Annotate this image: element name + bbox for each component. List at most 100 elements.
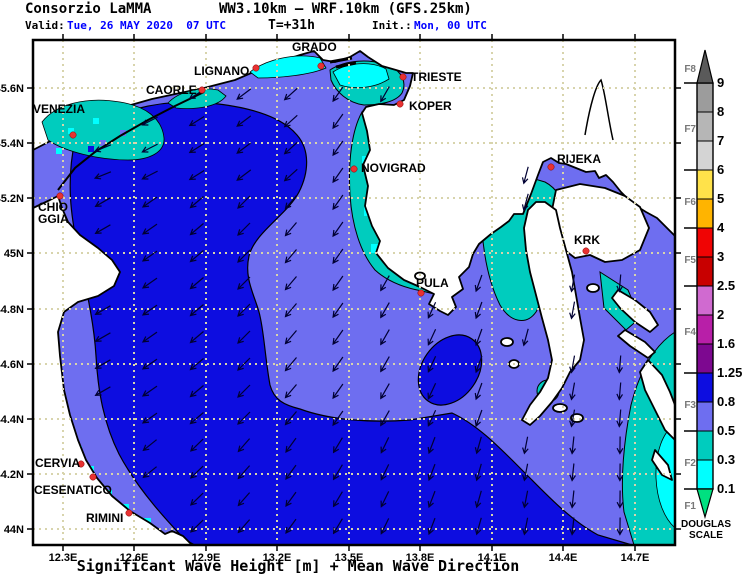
wave-arrow xyxy=(237,357,251,371)
wave-arrow xyxy=(141,277,158,289)
wave-arrow xyxy=(616,274,624,293)
lead-time: T=+31h xyxy=(268,18,315,33)
wave-arrow xyxy=(380,437,390,454)
wave-arrow xyxy=(380,329,390,346)
axis-labels: 45.6N 45.4N 45.2N 45N 44.8N 44.6N 44.4N 44.2N 44… xyxy=(0,83,649,564)
scale-top-arrow xyxy=(696,49,714,84)
lon-label: 14.1E xyxy=(478,552,507,564)
douglas-scale: 9 8 7 6 5 4 3 2.5 2 1.6 1.25 0.8 0.5 0.3 0.1 F8 F7 F6 F5 F4… xyxy=(684,64,742,512)
wave-arrow xyxy=(569,463,576,482)
city-dot xyxy=(396,100,404,108)
scale-force-label: F5 xyxy=(684,255,696,266)
islet-1 xyxy=(500,337,514,347)
wave-arrow xyxy=(569,436,576,455)
wave-arrow xyxy=(141,143,158,153)
scale-value: 4 xyxy=(717,220,725,235)
init-label: Init.: xyxy=(372,19,412,32)
wave-arrow xyxy=(236,169,252,181)
wave-arrow xyxy=(521,328,529,347)
landmass xyxy=(32,39,676,546)
wave-arrow xyxy=(522,490,529,509)
wave-arrow xyxy=(237,492,251,507)
city-dot xyxy=(582,247,590,255)
wave-arrow xyxy=(141,358,158,370)
city-dot xyxy=(77,460,85,468)
lat-label: 44.6N xyxy=(0,359,24,371)
wave-arrow xyxy=(237,276,251,290)
wave-arrow xyxy=(189,412,204,425)
wave-arrow xyxy=(94,224,111,234)
wave-arrow xyxy=(189,519,204,533)
wave-arrow xyxy=(189,465,204,479)
lon-label: 13.8E xyxy=(406,552,435,564)
lon-label: 12.6E xyxy=(120,552,149,564)
wave-arrow xyxy=(141,223,158,235)
scale-force-label: F3 xyxy=(684,400,696,411)
land-sw-mainland xyxy=(32,195,193,546)
city-label: CERVIA xyxy=(35,456,80,470)
city-label: RIMINI xyxy=(86,511,123,525)
wave-arrow xyxy=(522,463,529,482)
wave-arrow xyxy=(380,356,390,373)
wave-arrow xyxy=(189,492,204,506)
wave-arrow xyxy=(380,86,390,103)
scale-segment xyxy=(696,372,714,403)
city-label: TRIESTE xyxy=(411,70,462,84)
wave-arrow xyxy=(332,518,343,535)
scale-value: 6 xyxy=(717,162,724,177)
wave-arrow xyxy=(332,464,343,481)
valid-label: Valid: xyxy=(25,19,65,32)
island-rab2 xyxy=(617,329,656,359)
city-dot xyxy=(69,131,77,139)
scale-segment xyxy=(696,82,714,113)
wave-arrow xyxy=(474,463,482,482)
wave-arrow xyxy=(474,409,483,428)
wave-arrow xyxy=(427,356,437,373)
wave-arrow xyxy=(284,195,297,210)
city-dot xyxy=(198,86,206,94)
wave-arrow xyxy=(522,517,529,536)
wave-arrow xyxy=(427,329,437,346)
wave-arrow xyxy=(283,87,298,101)
wave-arrow xyxy=(474,382,483,401)
scale-segment xyxy=(696,401,714,432)
wave-arrow xyxy=(332,86,344,103)
wave-arrow xyxy=(380,302,390,319)
wave-arrow xyxy=(332,140,344,157)
wave-arrow xyxy=(237,519,251,534)
lon-label: 14.4E xyxy=(549,552,578,564)
scale-value: 3 xyxy=(717,249,724,264)
scale-segment xyxy=(696,227,714,258)
wave-arrow xyxy=(474,436,482,455)
wave-arrow xyxy=(141,116,158,126)
city-label: RIJEKA xyxy=(557,152,601,166)
wave-arrow xyxy=(474,517,482,536)
wave-arrow xyxy=(474,490,482,509)
scale-value: 2 xyxy=(717,307,724,322)
city-dot xyxy=(56,192,64,200)
city-label: NOVIGRAD xyxy=(361,161,426,175)
scale-segment xyxy=(696,459,714,490)
wave-arrow xyxy=(569,301,576,320)
scale-value: 0.5 xyxy=(717,423,735,438)
city-label: LIGNANO xyxy=(194,64,249,78)
graticule xyxy=(33,40,675,545)
wave-arrow xyxy=(237,411,251,425)
city-label: VENEZIA xyxy=(33,102,85,116)
wave-arrow xyxy=(332,491,343,508)
city-dot xyxy=(417,289,425,297)
wave-arrow xyxy=(427,436,436,455)
wave-arrow xyxy=(94,359,111,369)
scale-force-label: F8 xyxy=(684,64,696,75)
wave-arrow xyxy=(189,358,204,371)
wave-arrow xyxy=(284,384,297,399)
scale-force-label: F1 xyxy=(684,501,696,512)
wave-arrow xyxy=(237,438,251,453)
wave-arrow xyxy=(236,142,252,154)
wave-arrow xyxy=(522,436,529,455)
lat-label: 45.4N xyxy=(0,138,24,150)
lagoons xyxy=(41,55,614,191)
wave-arrow xyxy=(380,518,390,535)
city-dot xyxy=(547,163,555,171)
